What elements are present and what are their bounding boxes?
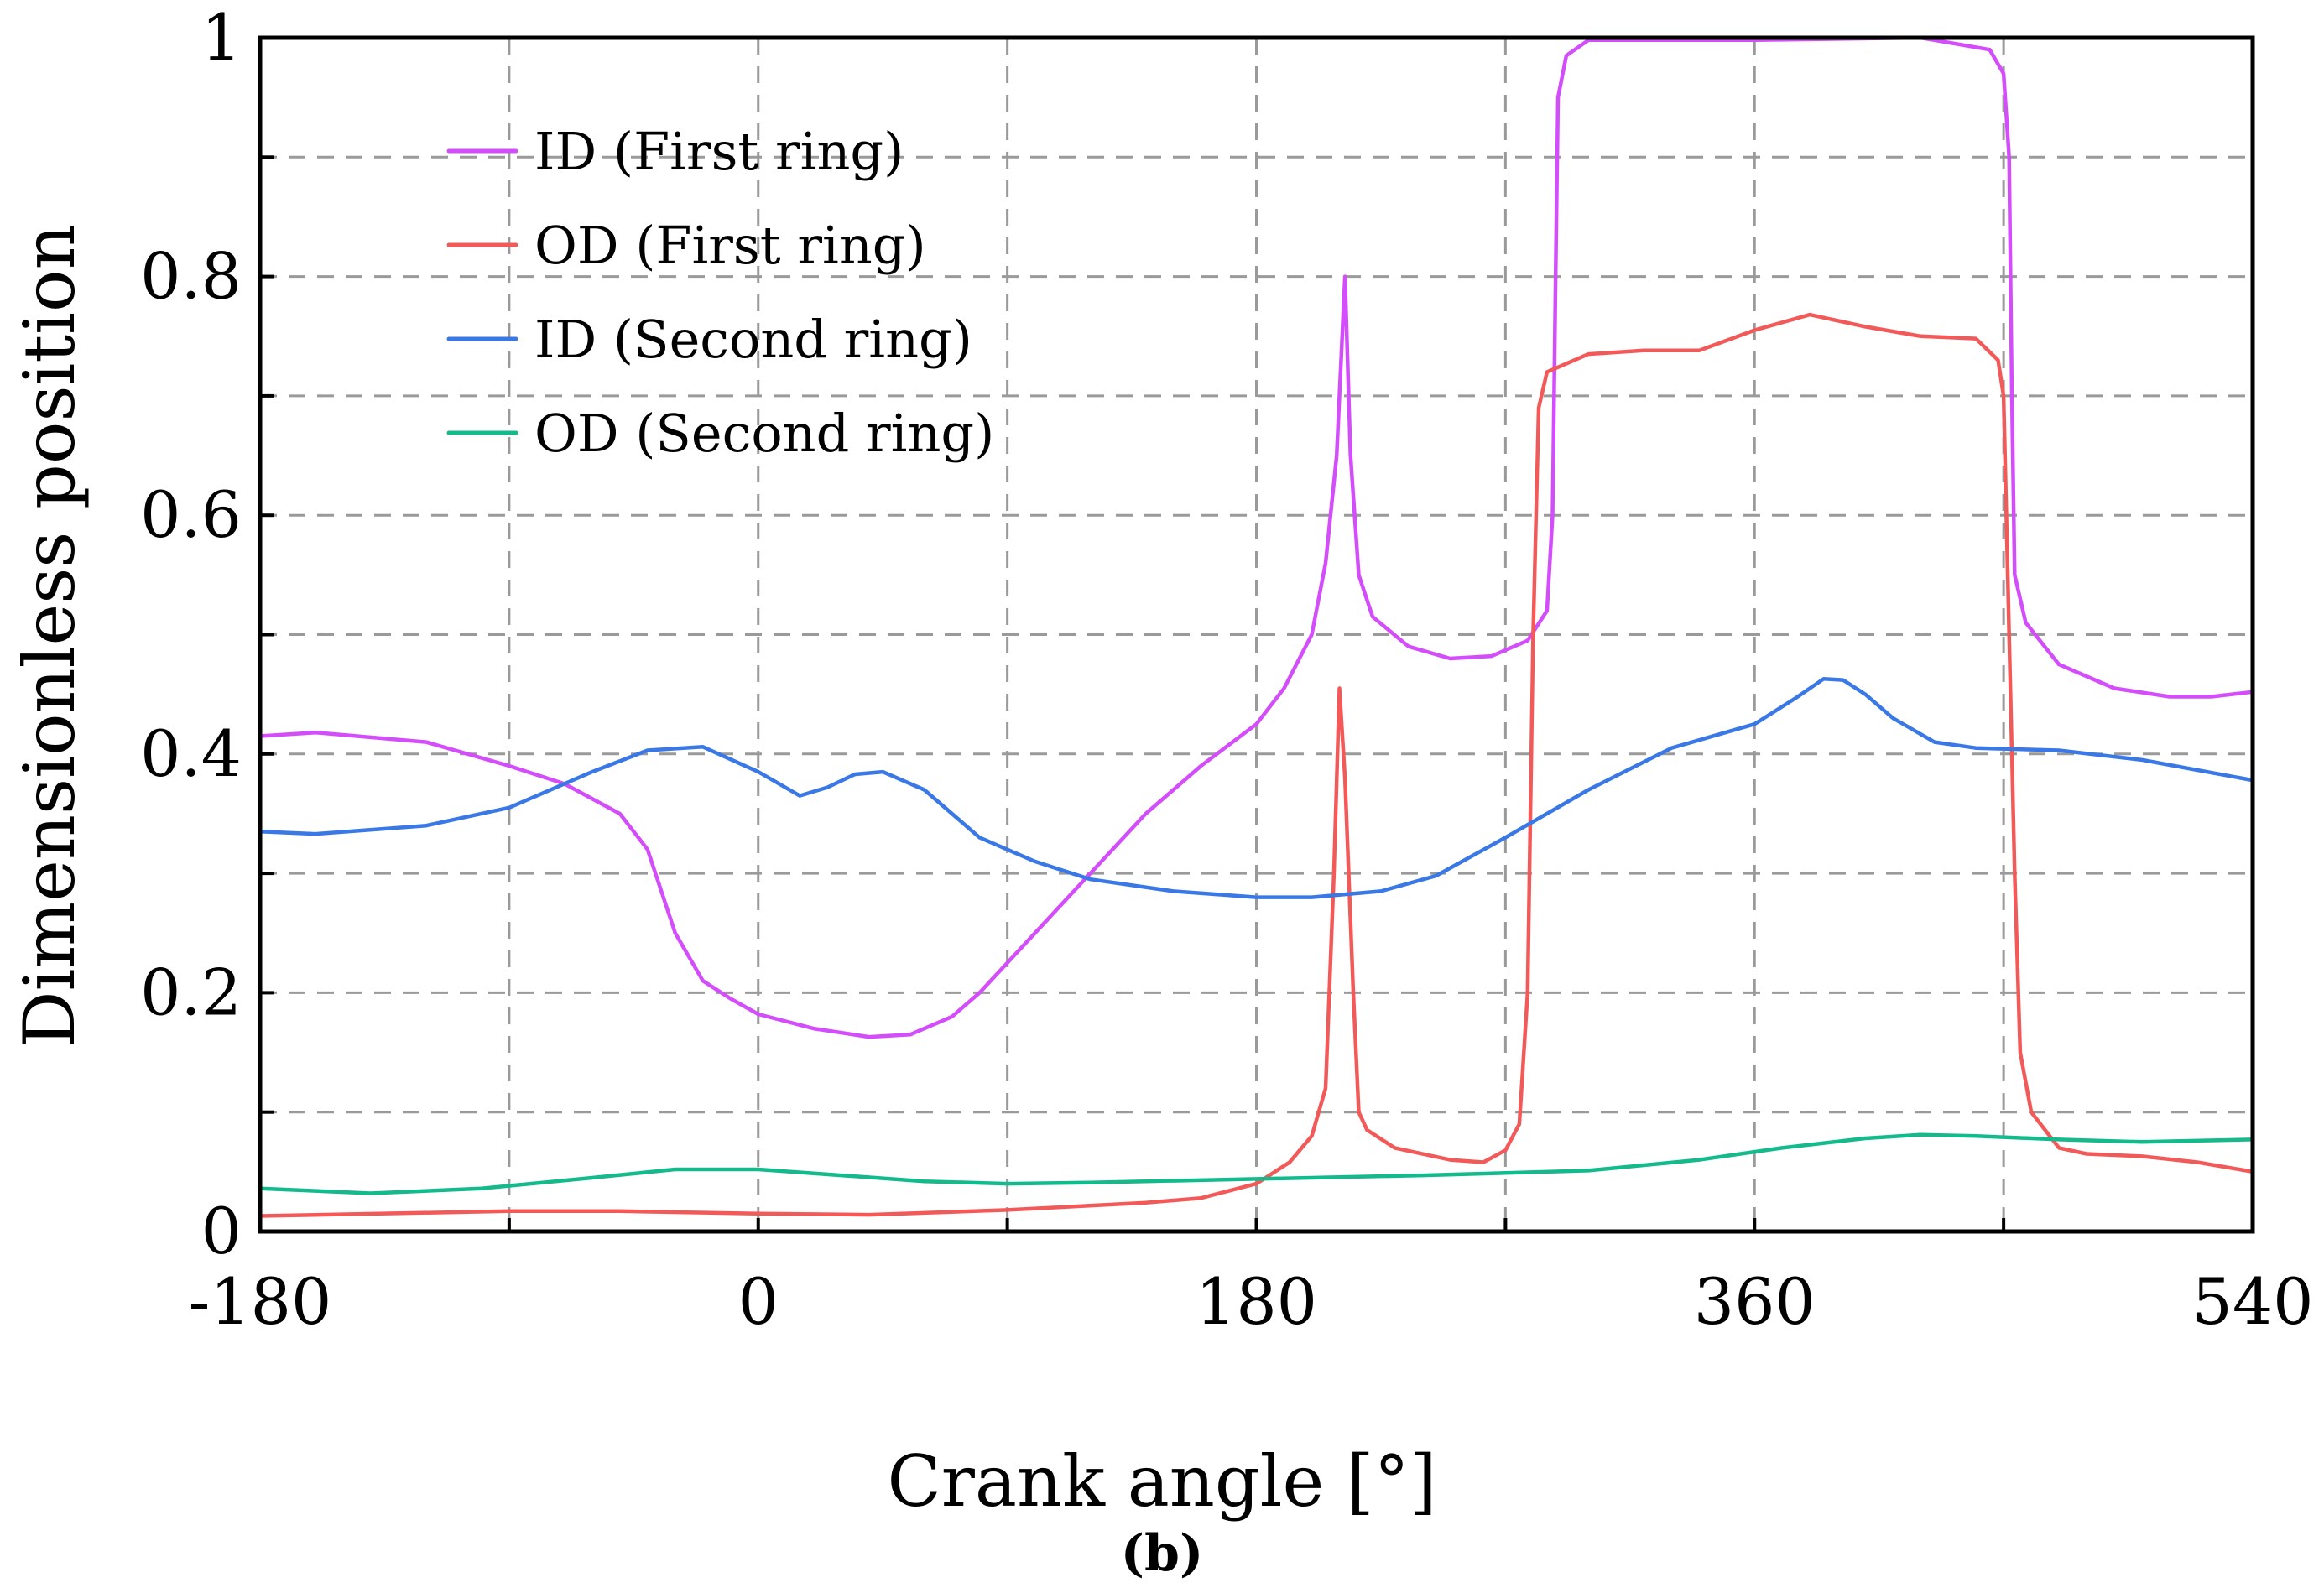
y-tick-labels: 0 0.2 0.4 0.6 0.8 1 xyxy=(140,0,242,1268)
legend: ID (First ring) OD (First ring) ID (Second… xyxy=(446,121,994,464)
x-tick-label: -180 xyxy=(189,1264,332,1339)
x-tick-label: 180 xyxy=(1196,1264,1317,1339)
y-tick-label: 0.8 xyxy=(140,239,242,314)
series-line-2 xyxy=(258,312,2255,1218)
y-tick-label: 0.4 xyxy=(140,716,242,791)
legend-label: OD (Second ring) xyxy=(534,403,994,464)
y-tick-label: 1 xyxy=(201,0,242,75)
axis-ticks xyxy=(258,36,2254,1233)
series-line-1 xyxy=(258,35,2255,1039)
x-tick-label: 360 xyxy=(1694,1264,1816,1339)
panel-label: (b) xyxy=(1121,1524,1204,1583)
y-tick-label: 0.6 xyxy=(140,477,242,552)
y-tick-label: 0.2 xyxy=(140,955,242,1029)
x-tick-labels: -180 0 180 360 540 xyxy=(189,1264,2314,1339)
legend-label: OD (First ring) xyxy=(534,215,926,276)
legend-label: ID (Second ring) xyxy=(534,309,972,370)
legend-label: ID (First ring) xyxy=(534,121,904,182)
series-line-3 xyxy=(258,676,2255,899)
x-tick-label: 0 xyxy=(738,1264,779,1339)
x-tick-label: 540 xyxy=(2191,1264,2313,1339)
grid xyxy=(260,38,2253,1231)
plot-series xyxy=(258,35,2255,1218)
series-line-4 xyxy=(258,1132,2255,1195)
y-tick-label: 0 xyxy=(201,1194,242,1268)
x-axis-title: Crank angle [°] xyxy=(888,1440,1437,1523)
y-axis-title: Dimensionless position xyxy=(8,224,91,1047)
